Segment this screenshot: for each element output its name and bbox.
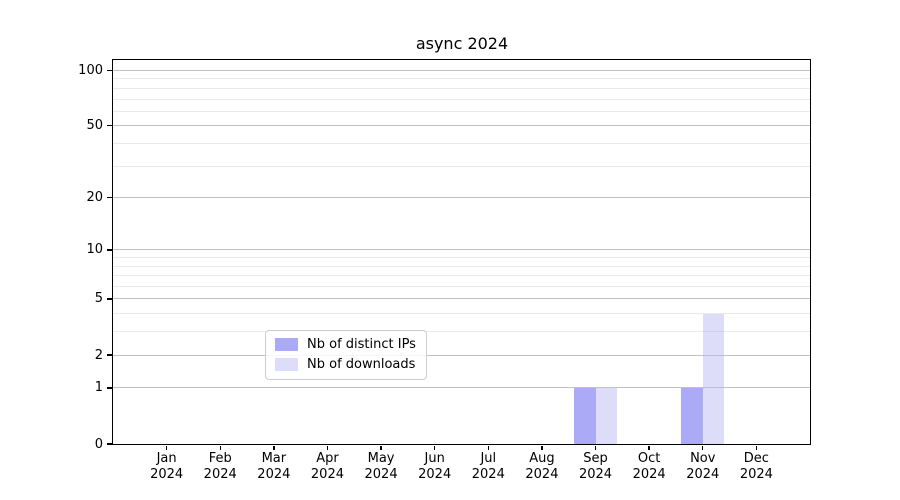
major-gridline <box>113 197 810 199</box>
x-tick <box>219 445 221 450</box>
x-tick <box>326 445 329 450</box>
minor-gridline <box>113 87 810 89</box>
major-gridline <box>113 70 810 71</box>
major-gridline <box>113 298 810 300</box>
x-tick-label: Feb 2024 <box>203 451 237 482</box>
legend-label-distinct-ips: Nb of distinct IPs <box>307 337 416 352</box>
bar-distinct-ips-sep <box>574 387 596 444</box>
legend: Nb of distinct IPs Nb of downloads <box>265 330 427 380</box>
minor-gridline <box>113 165 810 167</box>
minor-gridline <box>113 98 810 100</box>
x-tick-label: Aug 2024 <box>525 451 559 482</box>
major-gridline <box>113 387 810 389</box>
x-tick-label: Oct 2024 <box>632 451 666 482</box>
y-tick <box>107 69 112 72</box>
minor-gridline <box>113 275 810 277</box>
y-tick-label: 100 <box>78 63 103 78</box>
legend-item-distinct-ips: Nb of distinct IPs <box>275 337 416 352</box>
minor-gridline <box>113 313 810 315</box>
x-tick-label: Sep 2024 <box>578 451 613 482</box>
plot-area: 0 1 2 5 10 20 50 100 Jan 2024 Feb 2024 Mar 2024 Apr… <box>78 59 811 482</box>
y-tick <box>107 125 112 127</box>
x-tick-label: Jan 2024 <box>150 451 184 482</box>
x-tick <box>648 445 650 450</box>
y-tick <box>107 443 112 445</box>
x-tick <box>165 445 168 450</box>
x-tick-label: Mar 2024 <box>257 451 291 482</box>
x-tick <box>702 445 704 450</box>
x-tick <box>433 445 436 450</box>
x-tick <box>273 445 275 450</box>
major-gridline <box>113 354 810 356</box>
x-tick <box>487 445 489 450</box>
y-tick <box>107 196 112 199</box>
legend-swatch-downloads <box>275 358 298 371</box>
minor-gridline <box>113 265 810 267</box>
x-tick-label: Nov 2024 <box>686 451 720 482</box>
y-tick-label: 10 <box>86 242 103 258</box>
x-tick-label: Jun 2024 <box>418 451 452 482</box>
x-tick-label: Apr 2024 <box>310 451 344 482</box>
y-tick-label: 0 <box>94 436 103 452</box>
x-tick-label: Dec 2024 <box>739 451 773 482</box>
major-gridline <box>113 249 810 251</box>
y-tick <box>107 249 112 251</box>
y-tick-label: 1 <box>94 380 103 396</box>
x-tick-label: Jul 2024 <box>471 451 505 482</box>
bar-downloads-sep <box>595 387 618 444</box>
x-tick <box>594 445 597 450</box>
minor-gridline <box>113 331 810 333</box>
bar-downloads-nov <box>702 313 725 444</box>
major-gridline <box>113 125 810 127</box>
y-tick <box>107 387 112 389</box>
y-tick-label: 5 <box>94 291 103 307</box>
x-tick <box>541 445 543 450</box>
chart-title: async 2024 <box>415 34 509 53</box>
legend-item-downloads: Nb of downloads <box>275 357 416 372</box>
x-tick <box>380 445 382 450</box>
x-tick-label: May 2024 <box>364 451 398 482</box>
x-tick <box>755 445 758 450</box>
legend-label-downloads: Nb of downloads <box>307 357 416 372</box>
minor-gridline <box>113 110 810 112</box>
y-tick-label: 2 <box>94 347 103 363</box>
minor-gridline <box>113 142 810 144</box>
bar-distinct-ips-nov <box>681 387 703 444</box>
y-tick-label: 20 <box>86 190 103 206</box>
y-tick <box>107 298 112 300</box>
minor-gridline <box>113 257 810 259</box>
legend-swatch-distinct-ips <box>275 338 298 351</box>
y-tick <box>107 354 112 356</box>
y-tick-label: 50 <box>86 118 103 134</box>
minor-gridline <box>113 286 810 288</box>
minor-gridline <box>113 78 810 80</box>
